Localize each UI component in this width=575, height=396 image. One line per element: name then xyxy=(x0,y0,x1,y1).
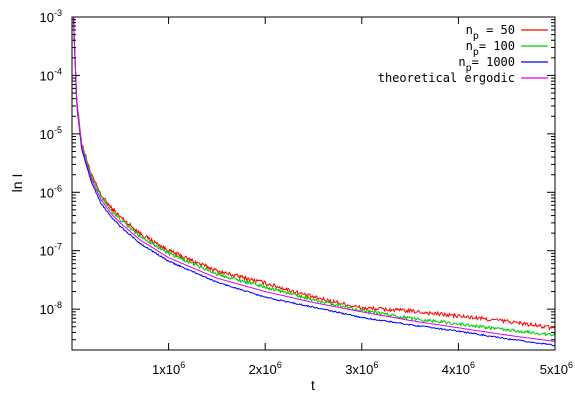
x-axis-title: t xyxy=(311,377,315,393)
legend-label: theoretical ergodic xyxy=(378,71,515,85)
y-tick-label: 10-6 xyxy=(40,183,62,200)
x-tick-label: 4x106 xyxy=(442,360,475,377)
legend-label: np = 50 xyxy=(466,23,515,42)
legend-item: np = 50 xyxy=(466,23,548,42)
y-tick-label: 10-4 xyxy=(40,66,62,83)
series-line xyxy=(73,17,555,342)
x-tick-label: 2x106 xyxy=(249,360,282,377)
y-tick-label: 10-8 xyxy=(40,300,62,317)
x-tick-label: 5x106 xyxy=(540,360,573,377)
plot-frame xyxy=(71,16,556,351)
y-axis-title: ln I xyxy=(9,174,25,193)
legend-item: np= 100 xyxy=(466,39,548,58)
x-tick-label: 3x106 xyxy=(345,360,378,377)
series-layer xyxy=(73,17,555,347)
ticks-layer: 1x106 2x106 3x106 4x106 5x106 10-8 10-7 10-6 10-… xyxy=(40,8,573,377)
y-tick-label: 10-3 xyxy=(40,8,62,25)
legend-item: theoretical ergodic xyxy=(378,71,548,85)
y-tick-label: 10-7 xyxy=(40,242,62,259)
legend-item: np= 1000 xyxy=(458,55,548,74)
series-line xyxy=(73,17,555,347)
legend-label: np= 1000 xyxy=(458,55,515,74)
x-tick-label: 1x106 xyxy=(152,360,185,377)
legend-label: np= 100 xyxy=(466,39,515,58)
series-line xyxy=(73,17,555,337)
y-tick-label: 10-5 xyxy=(40,125,62,142)
